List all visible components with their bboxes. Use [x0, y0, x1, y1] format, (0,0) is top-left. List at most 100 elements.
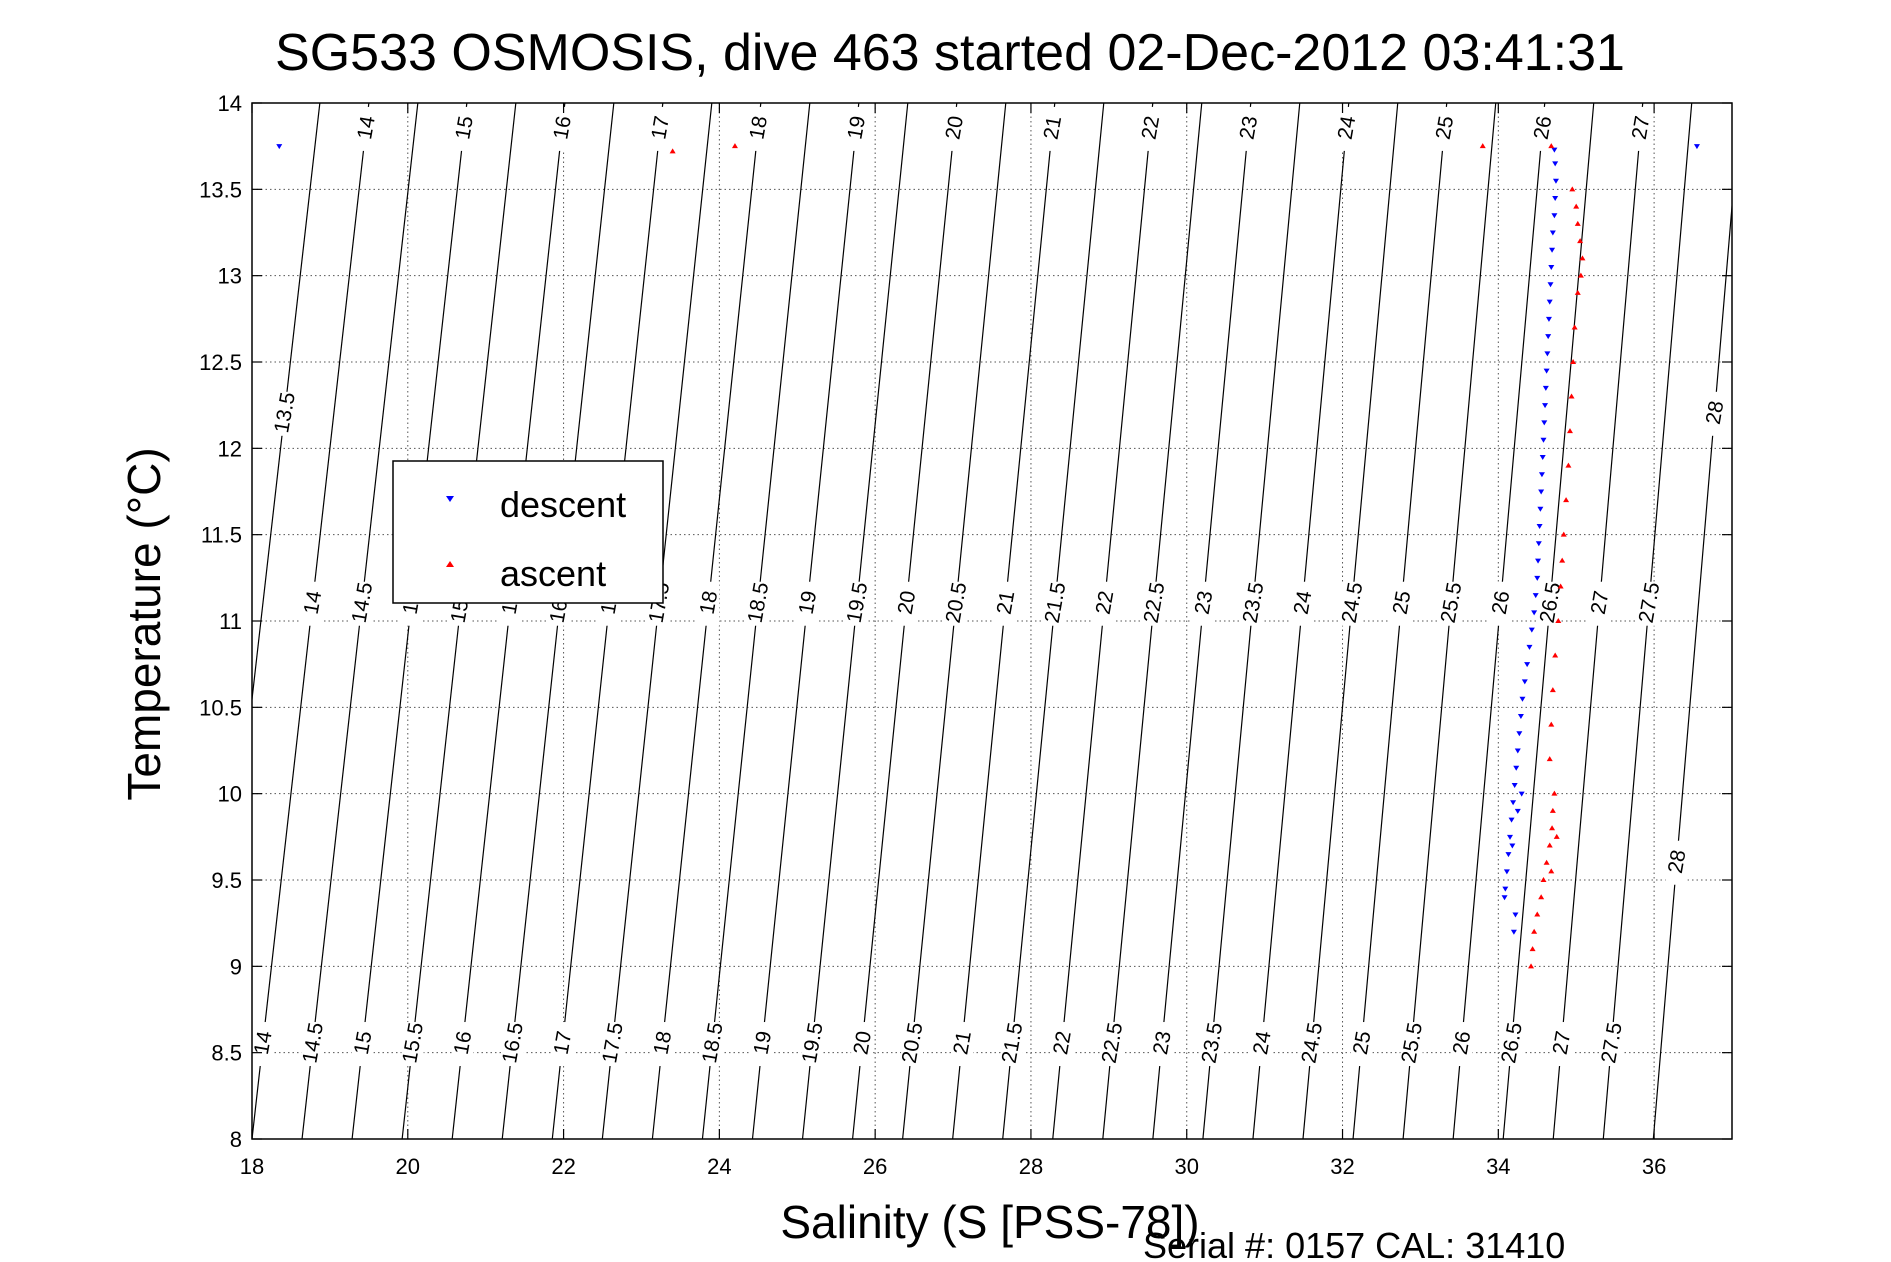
descent-point — [1547, 282, 1554, 288]
isopycnal-label: 23 — [1191, 589, 1218, 616]
isopycnal-label: 14 — [353, 114, 380, 141]
isopycnal-label-bg — [901, 1022, 924, 1067]
isopycnal-label-bg — [351, 1022, 374, 1067]
descent-point — [1517, 713, 1524, 719]
y-tick-label: 13 — [218, 264, 242, 289]
y-tick-label: 11 — [219, 609, 242, 634]
isopycnal-label-bg — [697, 581, 720, 626]
isopycnal-label-bg — [1350, 1022, 1373, 1067]
isopycnal-label-bg — [1665, 840, 1688, 885]
descent-point — [1540, 437, 1547, 443]
isopycnal-label: 18 — [696, 589, 723, 616]
isopycnal-label: 21 — [1039, 114, 1066, 141]
x-tick-label: 36 — [1642, 1154, 1666, 1179]
isopycnal-label-bg — [943, 106, 966, 151]
ascent-point — [1552, 652, 1559, 658]
isopycnal-label-bg — [1439, 581, 1462, 626]
ascent-point — [1557, 583, 1564, 589]
ascent-point — [731, 143, 738, 149]
isopycnal-label: 21 — [949, 1029, 976, 1056]
ascent-point — [1571, 324, 1578, 330]
descent-point — [1513, 765, 1520, 771]
isopycnal-label: 17 — [550, 1029, 577, 1056]
isopycnal-label-bg — [1139, 106, 1162, 151]
isopycnal-label-bg — [1335, 106, 1358, 151]
ascent-point — [1579, 255, 1586, 261]
descent-point — [1545, 334, 1552, 340]
descent-point — [1549, 230, 1556, 236]
descent-point — [1510, 929, 1517, 935]
isopycnal-label: 27 — [1628, 114, 1655, 141]
descent-point — [1535, 558, 1542, 564]
x-tick-label: 26 — [863, 1154, 887, 1179]
isopycnal-label-bg — [452, 106, 475, 151]
isopycnal-label-bg — [1340, 581, 1363, 626]
y-tick-label: 10 — [218, 782, 242, 807]
descent-point — [1693, 144, 1700, 150]
descent-point — [1516, 731, 1523, 737]
isopycnal-label-bg — [1390, 581, 1413, 626]
ascent-point — [1543, 859, 1550, 865]
ascent-point — [669, 148, 676, 154]
descent-point — [1552, 178, 1559, 184]
descent-point — [1551, 213, 1558, 219]
isopycnal-label-bg — [1200, 1022, 1223, 1067]
y-tick-label: 12.5 — [199, 350, 242, 375]
isopycnal-label: 22 — [1092, 589, 1119, 616]
ascent-point — [1531, 928, 1538, 934]
isopycnal-label: 27 — [1587, 589, 1614, 616]
isopycnal-label-bg — [273, 391, 296, 436]
isopycnal-label-bg — [1637, 581, 1660, 626]
isopycnal-label: 16 — [549, 114, 576, 141]
isopycnal-label-bg — [1433, 106, 1456, 151]
isopycnal-label-bg — [251, 1022, 274, 1067]
ascent-point — [1551, 790, 1558, 796]
ascent-point — [1559, 557, 1566, 563]
descent-point — [1505, 852, 1512, 858]
legend: descent ascent — [392, 460, 664, 604]
y-tick-label: 11.5 — [201, 523, 242, 548]
isopycnal-label-bg — [845, 106, 868, 151]
x-tick-label: 28 — [1019, 1154, 1043, 1179]
descent-point — [1514, 748, 1521, 754]
isopycnal-label-bg — [1050, 1022, 1073, 1067]
ascent-point — [1548, 721, 1555, 727]
y-tick-label: 13.5 — [199, 177, 242, 202]
descent-point — [1518, 791, 1525, 797]
isopycnal-label-bg — [801, 1022, 824, 1067]
x-axis-label: Salinity (S [PSS-78]) — [780, 1196, 1199, 1248]
ascent-point — [1538, 894, 1545, 900]
isopycnal-label-bg — [551, 106, 574, 151]
descent-point — [1528, 627, 1535, 633]
isopycnal-label: 18 — [650, 1029, 677, 1056]
descent-point — [1512, 912, 1519, 918]
legend-descent-label: descent — [500, 484, 626, 525]
x-tick-label: 30 — [1174, 1154, 1198, 1179]
isopycnal-label: 19 — [749, 1029, 776, 1056]
descent-point — [1552, 161, 1559, 167]
isopycnal-label: 20 — [941, 114, 968, 141]
isopycnal-label-bg — [1192, 581, 1215, 626]
isopycnal-label-bg — [796, 581, 819, 626]
isopycnal-label-bg — [1489, 581, 1512, 626]
ascent-point — [1555, 618, 1562, 623]
isopycnal-label: 23 — [1236, 114, 1263, 141]
isopycnal-label-bg — [1703, 391, 1726, 436]
ascent-point — [1546, 842, 1553, 848]
descent-point — [1544, 351, 1551, 357]
descent-point — [1534, 575, 1541, 581]
ascent-point — [1549, 687, 1556, 693]
descent-point — [1531, 610, 1538, 616]
isopycnal-label-bg — [845, 581, 868, 626]
ascent-point — [1548, 143, 1555, 149]
isopycnal-label: 18 — [745, 114, 772, 141]
isopycnal-label: 26 — [1488, 589, 1515, 616]
isopycnal-label-bg — [746, 581, 769, 626]
isopycnal-label: 28 — [1702, 399, 1729, 426]
descent-point — [1503, 869, 1510, 875]
y-tick-label: 8.5 — [211, 1041, 242, 1066]
isopycnal-label: 20 — [849, 1029, 876, 1056]
ascent-point — [1566, 428, 1573, 434]
isopycnal-label-bg — [1291, 581, 1314, 626]
